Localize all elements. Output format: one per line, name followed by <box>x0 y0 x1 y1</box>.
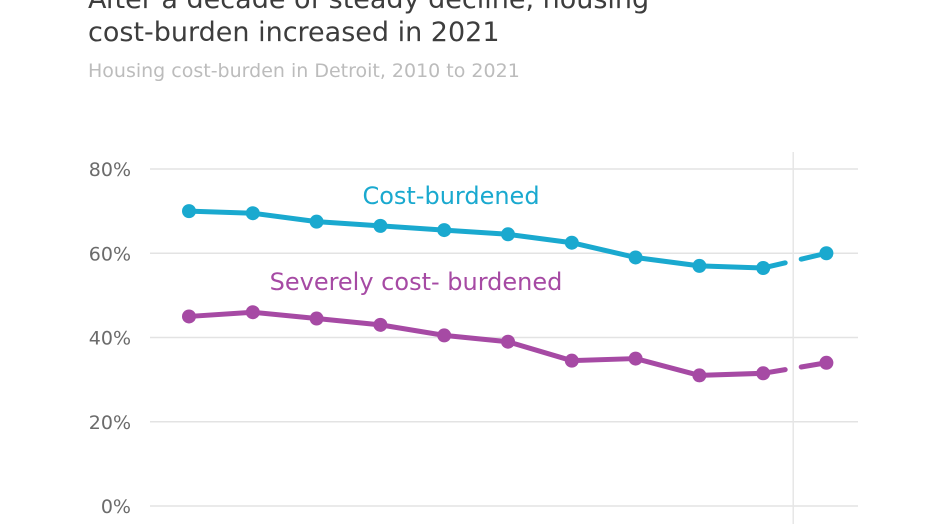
data-point-2014 <box>437 328 452 343</box>
chart-title-line-1: After a decade of steady decline, housin… <box>88 0 649 15</box>
data-point-2017 <box>628 351 643 366</box>
y-tick-label: 40% <box>89 328 131 350</box>
data-point-2019 <box>756 366 771 381</box>
data-point-2018 <box>692 258 707 273</box>
data-point-2013 <box>373 218 388 233</box>
data-point-2011 <box>245 206 260 221</box>
data-point-2013 <box>373 317 388 332</box>
data-point-2012 <box>309 311 324 326</box>
chart-title-line-2: cost-burden increased in 2021 <box>88 17 500 48</box>
series-label-0: Cost-burdened <box>362 182 539 210</box>
series-line-1 <box>186 309 766 378</box>
series-label-1: Severely cost- burdened <box>270 268 563 296</box>
y-tick-label: 60% <box>89 243 131 265</box>
data-point-2010 <box>182 309 196 324</box>
data-point-2018 <box>692 368 707 383</box>
data-point-2015 <box>501 227 515 242</box>
data-point-2015 <box>501 334 515 349</box>
data-point-2012 <box>309 214 324 229</box>
data-point-2021 <box>819 355 834 370</box>
data-point-2014 <box>437 223 452 238</box>
data-point-2010 <box>182 204 196 219</box>
y-tick-label: 20% <box>89 412 131 434</box>
data-point-2016 <box>564 353 579 368</box>
chart-subtitle: Housing cost-burden in Detroit, 2010 to … <box>88 60 520 82</box>
series-line-0 <box>186 208 766 271</box>
data-point-2011 <box>245 305 260 320</box>
data-point-2017 <box>628 250 643 265</box>
y-tick-label: 0% <box>101 496 131 518</box>
y-tick-label: 80% <box>89 159 131 181</box>
data-point-2019 <box>756 260 771 275</box>
data-point-2021 <box>819 246 834 261</box>
data-point-2016 <box>564 235 579 250</box>
